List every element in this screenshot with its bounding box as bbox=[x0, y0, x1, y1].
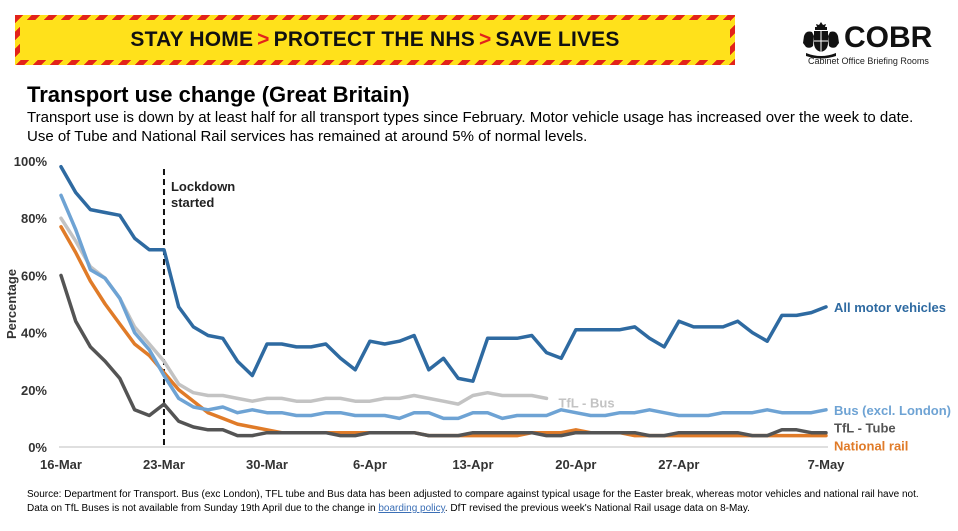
x-tick-label: 20-Apr bbox=[555, 457, 596, 472]
transport-line-chart: 0% 20% 40% 60% 80% 100% Percentage 16-Mar 23-Mar… bbox=[4, 154, 951, 472]
x-tick-label: 7-May bbox=[808, 457, 846, 472]
banner-part-stay-home: STAY HOME bbox=[130, 28, 254, 51]
x-tick-label: 16-Mar bbox=[40, 457, 82, 472]
series-line-tfl-bus bbox=[59, 216, 549, 406]
banner-part-protect-nhs: PROTECT THE NHS bbox=[273, 28, 475, 51]
y-tick-label: 100% bbox=[14, 154, 48, 169]
y-tick-label: 0% bbox=[28, 440, 47, 455]
series-line-bus-excl-london bbox=[59, 193, 828, 421]
banner-slogan: STAY HOME > PROTECT THE NHS > SAVE LIVES bbox=[130, 28, 619, 52]
brand-subtitle: Cabinet Office Briefing Rooms bbox=[808, 56, 929, 66]
series-line-tfl-tube bbox=[59, 273, 828, 438]
royal-crest-icon bbox=[803, 22, 839, 59]
lockdown-annotation-line1: Lockdown bbox=[171, 179, 235, 194]
x-tick-label: 23-Mar bbox=[143, 457, 185, 472]
y-tick-label: 80% bbox=[21, 211, 47, 226]
series-line-all-motor-vehicles bbox=[59, 164, 828, 383]
banner-part-save-lives: SAVE LIVES bbox=[495, 28, 620, 51]
government-slogan-banner: STAY HOME > PROTECT THE NHS > SAVE LIVES bbox=[15, 15, 735, 65]
chevron-right-icon: > bbox=[478, 28, 492, 51]
footnote-text-end: . DfT revised the previous week's Nation… bbox=[444, 503, 750, 514]
source-footnote: Source: Department for Transport. Bus (e… bbox=[27, 488, 937, 516]
plot-area: 0% 20% 40% 60% 80% 100% Percentage 16-Mar 23-Mar… bbox=[4, 154, 951, 472]
series-label-tfl-tube: TfL - Tube bbox=[834, 421, 896, 436]
y-axis-label: Percentage bbox=[4, 269, 19, 339]
series-line-national-rail bbox=[59, 225, 828, 438]
series-label-bus-excl-london: Bus (excl. London) bbox=[834, 403, 951, 418]
x-tick-label: 27-Apr bbox=[658, 457, 699, 472]
boarding-policy-link[interactable]: boarding policy bbox=[378, 503, 445, 514]
chart-description: Transport use is down by at least half f… bbox=[27, 109, 914, 145]
series-label-all-motor-vehicles: All motor vehicles bbox=[834, 300, 946, 315]
chart-title: Transport use change (Great Britain) bbox=[27, 82, 410, 107]
y-tick-label: 40% bbox=[21, 326, 47, 341]
lockdown-annotation-line2: started bbox=[171, 195, 214, 210]
brand-name: COBR bbox=[844, 21, 933, 54]
chevron-right-icon: > bbox=[257, 28, 270, 51]
cobr-logo: COBR Cabinet Office Briefing Rooms bbox=[800, 20, 950, 70]
series-label-national-rail: National rail bbox=[834, 439, 908, 454]
y-tick-label: 60% bbox=[21, 268, 47, 283]
footnote-text: Source: Department for Transport. Bus (e… bbox=[27, 489, 919, 514]
x-tick-label: 30-Mar bbox=[246, 457, 288, 472]
series-label-tfl-bus: TfL - Bus bbox=[558, 395, 614, 410]
y-tick-label: 20% bbox=[21, 383, 47, 398]
x-tick-label: 13-Apr bbox=[452, 457, 493, 472]
x-tick-label: 6-Apr bbox=[353, 457, 387, 472]
banner-inner: STAY HOME > PROTECT THE NHS > SAVE LIVES bbox=[20, 20, 730, 60]
